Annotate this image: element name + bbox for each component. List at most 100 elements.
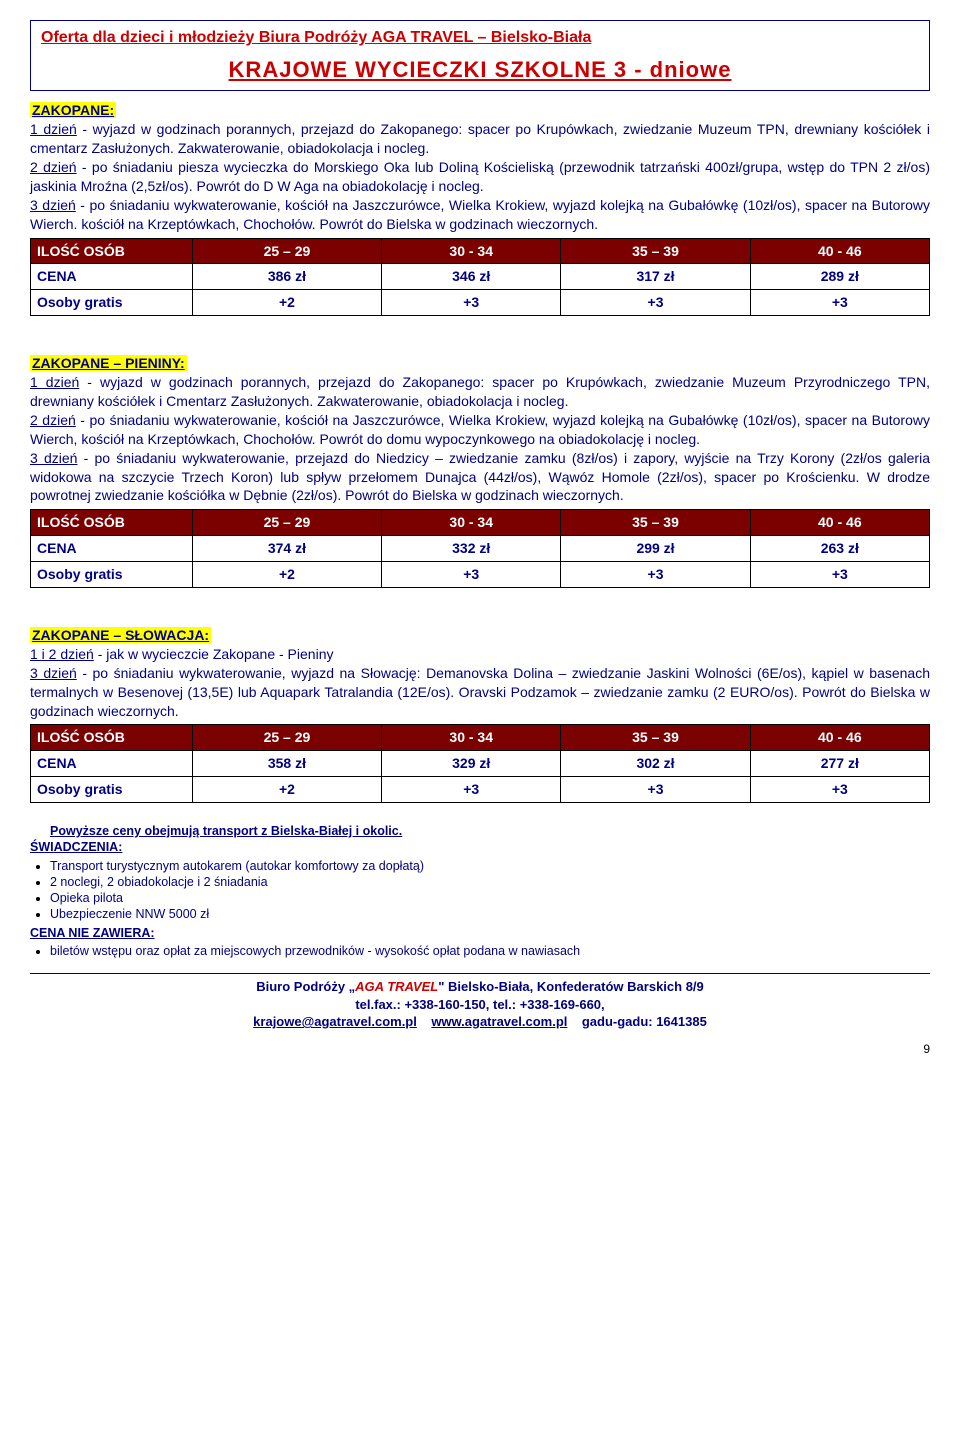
services-title: ŚWIADCZENIA: [30,839,930,855]
trips-container: ZAKOPANE: 1 dzień - wyjazd w godzinach po… [30,101,930,803]
day-text: - po śniadaniu wykwaterowanie, wyjazd na… [30,665,930,719]
price-cell: 329 zł [382,751,561,777]
price-header-cell: 25 – 29 [192,510,381,536]
price-header-cell: 35 – 39 [561,238,750,264]
day-text: - wyjazd w godzinach porannych, przejazd… [30,121,930,156]
price-header-cell: 25 – 29 [192,238,381,264]
price-header-cell: 35 – 39 [561,510,750,536]
price-cell: +2 [192,562,381,588]
day-label: 2 dzień [30,412,76,428]
day-label: 3 dzień [30,450,77,466]
price-table: ILOŚĆ OSÓB25 – 2930 - 3435 – 3940 - 46 CE… [30,238,930,317]
price-cell: 302 zł [561,751,750,777]
page-number: 9 [30,1041,930,1057]
price-cell: +3 [561,562,750,588]
price-cell: CENA [31,264,193,290]
footer-pre: Biuro Podróży „ [256,979,355,994]
price-cell: 374 zł [192,536,381,562]
trip-body: 1 dzień - wyjazd w godzinach porannych, … [30,373,930,505]
price-header-cell: 30 - 34 [382,238,561,264]
day-text: - jak w wycieczcie Zakopane - Pieniny [94,646,334,662]
price-cell: Osoby gratis [31,290,193,316]
day-label: 3 dzień [30,197,76,213]
price-cell: 386 zł [192,264,381,290]
price-header-cell: ILOŚĆ OSÓB [31,238,193,264]
day-label: 1 dzień [30,121,77,137]
footer-www-link[interactable]: www.agatravel.com.pl [431,1014,567,1029]
price-cell: 317 zł [561,264,750,290]
footer-line-3: krajowe@agatravel.com.pl www.agatravel.c… [30,1013,930,1031]
footer-post: " Bielsko-Biała, Konfederatów Barskich 8… [438,979,704,994]
price-cell: 299 zł [561,536,750,562]
price-header-cell: 40 - 46 [750,725,929,751]
price-header-cell: 30 - 34 [382,510,561,536]
footer-brand: AGA TRAVEL [355,979,438,994]
price-cell: 358 zł [192,751,381,777]
price-header-cell: 40 - 46 [750,238,929,264]
day-label: 1 i 2 dzień [30,646,94,662]
trip-section: ZAKOPANE – PIENINY: 1 dzień - wyjazd w go… [30,354,930,588]
service-item: Ubezpieczenie NNW 5000 zł [50,906,930,922]
day-text: - po śniadaniu wykwaterowanie, przejazd … [30,450,930,504]
price-cell: +3 [561,290,750,316]
price-header-cell: 40 - 46 [750,510,929,536]
service-item: Transport turystycznym autokarem (autoka… [50,858,930,874]
footer-gadu: gadu-gadu: 1641385 [582,1014,707,1029]
header-box: Oferta dla dzieci i młodzieży Biura Podr… [30,20,930,91]
transport-note: Powyższe ceny obejmują transport z Biels… [50,823,930,839]
price-header-cell: 30 - 34 [382,725,561,751]
page-title: Oferta dla dzieci i młodzieży Biura Podr… [41,27,919,49]
price-cell: 346 zł [382,264,561,290]
price-cell: +3 [382,290,561,316]
service-item: 2 noclegi, 2 obiadokolacje i 2 śniadania [50,874,930,890]
excludes-list: biletów wstępu oraz opłat za miejscowych… [50,943,930,959]
trip-body: 1 i 2 dzień - jak w wycieczcie Zakopane … [30,645,930,721]
price-cell: CENA [31,536,193,562]
trip-title: ZAKOPANE – SŁOWACJA: [30,627,211,643]
price-cell: +3 [561,777,750,803]
day-text: - po śniadaniu wykwaterowanie, kościół n… [30,412,930,447]
day-label: 2 dzień [30,159,77,175]
footer: Biuro Podróży „AGA TRAVEL" Bielsko-Biała… [30,978,930,1031]
day-label: 1 dzień [30,374,79,390]
trip-section: ZAKOPANE – SŁOWACJA: 1 i 2 dzień - jak w … [30,626,930,803]
price-cell: CENA [31,751,193,777]
price-cell: Osoby gratis [31,777,193,803]
footer-line-1: Biuro Podróży „AGA TRAVEL" Bielsko-Biała… [30,978,930,996]
section-gap [30,608,930,626]
price-header-cell: ILOŚĆ OSÓB [31,510,193,536]
price-header-cell: 35 – 39 [561,725,750,751]
price-cell: +2 [192,777,381,803]
section-gap [30,336,930,354]
price-cell: Osoby gratis [31,562,193,588]
excludes-title: CENA NIE ZAWIERA: [30,925,930,941]
trip-section: ZAKOPANE: 1 dzień - wyjazd w godzinach po… [30,101,930,316]
price-cell: +3 [750,777,929,803]
price-cell: +3 [382,777,561,803]
price-cell: +2 [192,290,381,316]
services-list: Transport turystycznym autokarem (autoka… [50,858,930,923]
day-label: 3 dzień [30,665,77,681]
trip-title: ZAKOPANE – PIENINY: [30,355,187,371]
price-cell: +3 [750,562,929,588]
day-text: - wyjazd w godzinach porannych, przejazd… [30,374,930,409]
page-subtitle: KRAJOWE WYCIECZKI SZKOLNE 3 - dniowe [41,55,919,85]
footer-email-link[interactable]: krajowe@agatravel.com.pl [253,1014,417,1029]
day-text: - po śniadaniu wykwaterowanie, kościół n… [30,197,930,232]
price-table: ILOŚĆ OSÓB25 – 2930 - 3435 – 3940 - 46 CE… [30,724,930,803]
price-cell: 289 zł [750,264,929,290]
price-cell: 277 zł [750,751,929,777]
footer-line-2: tel.fax.: +338-160-150, tel.: +338-169-6… [30,996,930,1014]
footer-rule [30,973,930,974]
trip-title: ZAKOPANE: [30,102,116,118]
service-item: Opieka pilota [50,890,930,906]
price-cell: 263 zł [750,536,929,562]
price-cell: +3 [382,562,561,588]
exclude-item: biletów wstępu oraz opłat za miejscowych… [50,943,930,959]
price-header-cell: ILOŚĆ OSÓB [31,725,193,751]
day-text: - po śniadaniu piesza wycieczka do Morsk… [30,159,930,194]
price-header-cell: 25 – 29 [192,725,381,751]
notes-block: Powyższe ceny obejmują transport z Biels… [30,823,930,959]
price-cell: 332 zł [382,536,561,562]
price-cell: +3 [750,290,929,316]
